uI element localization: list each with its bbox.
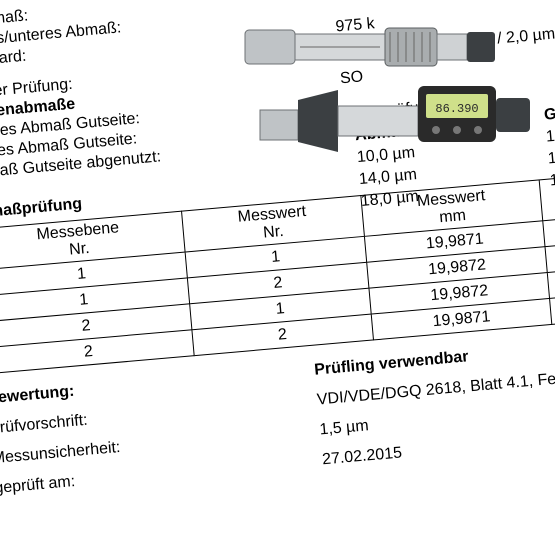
grenz-2: 19,9930 mm bbox=[549, 165, 555, 191]
grenz-0: 19,9850 mm bbox=[545, 121, 555, 147]
right-fragments: 975 k ,990 SO bbox=[335, 13, 380, 90]
frag-990: ,990 bbox=[337, 41, 378, 62]
abmasse-1: 14,0 µm bbox=[358, 164, 443, 189]
label-abmasse: Abmaße bbox=[354, 120, 439, 145]
grenz-1: 19,9890 mm bbox=[547, 143, 555, 169]
result-values: Prüfling verwendbar VDI/VDE/DGQ 2618, Bl… bbox=[313, 332, 555, 471]
label-pruefvorschrift: Prüfvorschrift: bbox=[0, 409, 119, 438]
abmasse-col: Neuprüfung Abmaße 10,0 µm 14,0 µm 18,0 µ… bbox=[352, 96, 445, 213]
label-geprueft: geprüft am: bbox=[0, 469, 124, 498]
document-page: Kalibrierschein für Gutlehrring, Seite 2… bbox=[0, 0, 555, 500]
abmasse-0: 10,0 µm bbox=[356, 142, 441, 167]
frag-975: 975 k bbox=[335, 15, 376, 36]
frag-so: SO bbox=[339, 67, 380, 88]
label-bewertung: Bewertung: bbox=[0, 379, 116, 408]
label-messunsicherheit: Messunsicherheit: bbox=[0, 439, 121, 468]
result-labels: Bewertung: Prüfvorschrift: Messunsicherh… bbox=[0, 377, 124, 500]
label-neupruefung: Neuprüfung bbox=[352, 98, 437, 123]
